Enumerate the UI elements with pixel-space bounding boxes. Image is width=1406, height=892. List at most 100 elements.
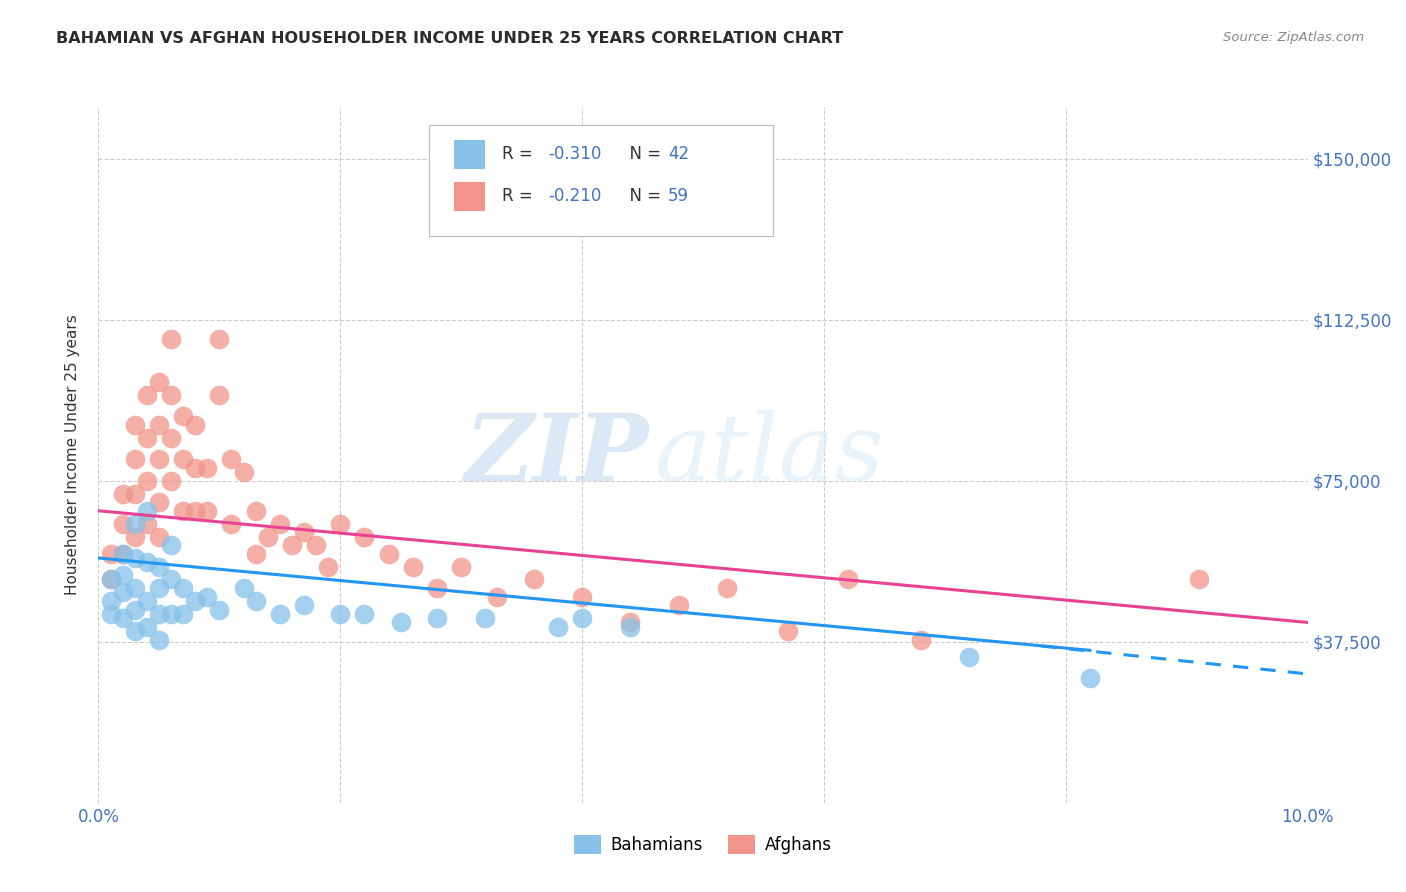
Point [111,568,134,582]
Point [172,504,194,518]
Point [523,573,546,587]
Point [957,649,980,664]
Point [184,417,207,432]
Point [135,620,157,634]
Point [195,590,218,604]
Point [100,573,122,587]
Point [111,611,134,625]
Point [148,559,170,574]
Point [353,607,375,621]
Point [172,452,194,467]
Point [1078,671,1101,685]
Point [208,388,231,402]
Point [316,559,339,574]
Text: R =: R = [502,187,538,205]
Point [245,547,267,561]
Point [305,538,328,552]
Point [426,611,449,625]
Point [1188,573,1211,587]
Point [111,486,134,500]
Text: 59: 59 [668,187,689,205]
Point [486,590,509,604]
Point [135,388,157,402]
Point [135,555,157,569]
Point [269,516,291,531]
Point [124,417,146,432]
Point [547,620,569,634]
Point [329,516,352,531]
Point [124,551,146,566]
Point [160,388,183,402]
Point [124,516,146,531]
Point [402,559,425,574]
Point [184,594,207,608]
Point [148,417,170,432]
Point [232,465,254,479]
Point [135,594,157,608]
Point [124,581,146,595]
Point [910,632,932,647]
Point [195,504,218,518]
Point [111,547,134,561]
Point [184,460,207,475]
Point [124,452,146,467]
Point [776,624,799,638]
Text: -0.210: -0.210 [548,187,602,205]
Text: -0.310: -0.310 [548,145,602,163]
Point [100,594,122,608]
Text: Source: ZipAtlas.com: Source: ZipAtlas.com [1223,31,1364,45]
Point [160,573,183,587]
Point [221,452,243,467]
Point [571,590,593,604]
Point [353,529,375,543]
Point [245,594,267,608]
Point [377,547,399,561]
Text: ZIP: ZIP [464,410,648,500]
Text: 42: 42 [668,145,689,163]
Point [668,599,690,613]
Point [292,599,315,613]
Point [135,504,157,518]
Point [389,615,412,630]
Point [124,529,146,543]
Point [148,529,170,543]
Point [281,538,304,552]
Point [111,547,134,561]
Point [619,620,641,634]
Point [148,452,170,467]
Point [160,474,183,488]
Point [148,495,170,509]
Point [111,516,134,531]
Point [571,611,593,625]
Point [160,431,183,445]
Point [208,332,231,346]
Point [184,504,207,518]
Point [245,504,267,518]
Point [269,607,291,621]
Point [426,581,449,595]
Point [172,409,194,424]
Point [124,486,146,500]
Point [100,547,122,561]
Point [195,460,218,475]
Text: R =: R = [502,145,538,163]
Point [135,431,157,445]
Point [135,516,157,531]
Point [160,332,183,346]
Point [148,375,170,389]
Point [124,624,146,638]
Text: N =: N = [619,187,666,205]
Point [148,581,170,595]
Text: atlas: atlas [655,410,884,500]
Legend: Bahamians, Afghans: Bahamians, Afghans [568,828,838,861]
Point [716,581,738,595]
Text: N =: N = [619,145,666,163]
Y-axis label: Householder Income Under 25 years: Householder Income Under 25 years [65,315,80,595]
Point [100,607,122,621]
Point [619,615,641,630]
Point [474,611,496,625]
Point [292,525,315,540]
Point [256,529,278,543]
Point [232,581,254,595]
Point [221,516,243,531]
